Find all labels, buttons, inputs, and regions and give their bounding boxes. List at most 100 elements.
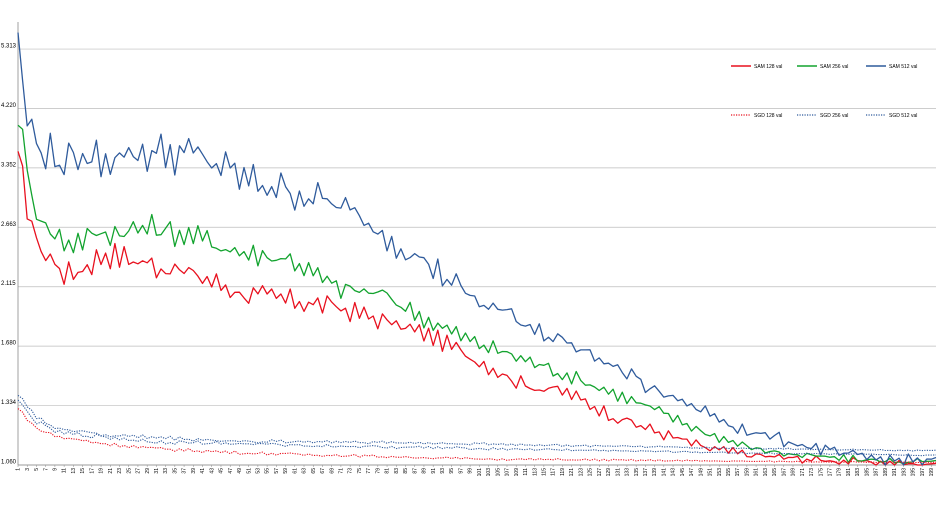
x-tick-label: 141	[661, 468, 667, 477]
y-tick-label: 2.115	[1, 281, 16, 287]
x-tick-label: 111	[523, 468, 529, 476]
x-tick-label: 81	[385, 468, 391, 474]
x-tick-label: 197	[920, 468, 926, 477]
x-tick-label: 59	[283, 468, 289, 474]
x-tick-label: 49	[237, 468, 243, 474]
x-tick-label: 159	[744, 468, 750, 477]
x-tick-label: 69	[329, 468, 335, 474]
y-tick-label: 4.220	[1, 103, 17, 109]
y-tick-label: 5.313	[1, 44, 17, 50]
x-tick-label: 163	[763, 468, 769, 477]
x-tick-label: 55	[265, 468, 271, 474]
x-tick-label: 189	[883, 468, 889, 477]
x-tick-label: 23	[117, 468, 123, 474]
x-tick-label: 181	[846, 468, 852, 477]
x-tick-label: 7	[43, 468, 49, 471]
legend-label: SGD 512 val	[889, 113, 917, 119]
x-tick-label: 75	[357, 468, 363, 474]
y-tick-label: 3.352	[1, 162, 17, 168]
x-tick-label: 107	[505, 468, 511, 477]
x-tick-label: 21	[108, 468, 114, 474]
y-tick-label: 1.060	[1, 460, 17, 466]
x-tick-label: 161	[754, 468, 760, 477]
x-tick-label: 131	[615, 468, 621, 477]
x-tick-label: 15	[80, 468, 86, 474]
x-tick-label: 191	[892, 468, 898, 477]
x-tick-label: 121	[569, 468, 575, 477]
x-axis-ticks: 1 3 5 7 9 11 13 15 17 19 21 23 25 27 29 31 33 35 37 39 41 43 4…	[16, 465, 935, 476]
x-tick-label: 89	[422, 468, 428, 474]
series-line-sgd-128-val	[17, 408, 937, 464]
x-tick-label: 13	[71, 468, 77, 474]
x-tick-label: 127	[597, 468, 603, 477]
x-tick-label: 57	[274, 468, 280, 474]
x-tick-label: 99	[468, 468, 474, 474]
x-tick-label: 17	[89, 468, 95, 474]
x-tick-label: 125	[588, 468, 594, 477]
x-tick-label: 97	[458, 468, 464, 474]
x-tick-label: 39	[191, 468, 197, 474]
series-line-sgd-512-val	[17, 394, 937, 452]
x-tick-label: 123	[578, 468, 584, 477]
x-tick-label: 177	[827, 468, 833, 477]
x-tick-label: 119	[560, 468, 566, 476]
x-tick-label: 175	[818, 468, 824, 477]
x-tick-label: 153	[717, 468, 723, 477]
series-lines	[17, 32, 937, 466]
x-tick-label: 71	[339, 468, 345, 474]
x-tick-label: 35	[172, 468, 178, 474]
x-tick-label: 183	[855, 468, 861, 477]
x-tick-label: 91	[431, 468, 437, 474]
x-tick-label: 63	[302, 468, 308, 474]
x-tick-label: 129	[606, 468, 612, 477]
x-tick-label: 101	[477, 468, 483, 477]
x-tick-label: 195	[911, 468, 917, 477]
x-tick-label: 173	[809, 468, 815, 477]
x-tick-label: 135	[634, 468, 640, 477]
x-tick-label: 103	[486, 468, 492, 477]
legend-label: SAM 256 val	[820, 64, 848, 70]
series-line-sam-128-val	[17, 151, 937, 466]
legend-label: SAM 512 val	[889, 64, 917, 70]
x-tick-label: 117	[551, 468, 557, 476]
series-line-sam-256-val	[17, 124, 937, 465]
x-tick-label: 73	[348, 468, 354, 474]
legend-label: SGD 128 val	[754, 113, 782, 119]
x-tick-label: 33	[163, 468, 169, 474]
x-tick-label: 139	[652, 468, 658, 477]
x-tick-label: 199	[929, 468, 935, 477]
x-tick-label: 179	[837, 468, 843, 477]
x-tick-label: 77	[366, 468, 372, 474]
series-line-sam-512-val	[17, 32, 937, 466]
x-tick-label: 37	[182, 468, 188, 474]
x-tick-label: 109	[514, 468, 520, 477]
x-tick-label: 143	[671, 468, 677, 477]
y-axis-ticks: 5.313 4.220 3.352 2.663 2.115 1.680 1.334 1.060	[1, 44, 17, 466]
x-tick-label: 93	[440, 468, 446, 474]
x-tick-label: 165	[772, 468, 778, 477]
x-tick-label: 85	[403, 468, 409, 474]
x-tick-label: 113	[532, 468, 538, 476]
x-tick-label: 147	[689, 468, 695, 477]
x-tick-label: 115	[541, 468, 547, 476]
x-tick-label: 149	[698, 468, 704, 477]
x-tick-label: 3	[25, 468, 31, 471]
x-tick-label: 5	[34, 468, 40, 471]
legend-label: SAM 128 val	[754, 64, 782, 70]
x-tick-label: 193	[901, 468, 907, 477]
x-tick-label: 169	[791, 468, 797, 477]
x-tick-label: 187	[874, 468, 880, 477]
x-tick-label: 11	[62, 468, 68, 473]
x-tick-label: 47	[228, 468, 234, 474]
x-tick-label: 31	[154, 468, 160, 474]
x-tick-label: 185	[864, 468, 870, 477]
x-tick-label: 151	[708, 468, 714, 477]
x-tick-label: 95	[449, 468, 455, 474]
x-tick-label: 1	[16, 468, 22, 471]
x-tick-label: 51	[246, 468, 252, 474]
legend-label: SGD 256 val	[820, 113, 848, 119]
x-tick-label: 155	[726, 468, 732, 477]
x-tick-label: 53	[255, 468, 261, 474]
